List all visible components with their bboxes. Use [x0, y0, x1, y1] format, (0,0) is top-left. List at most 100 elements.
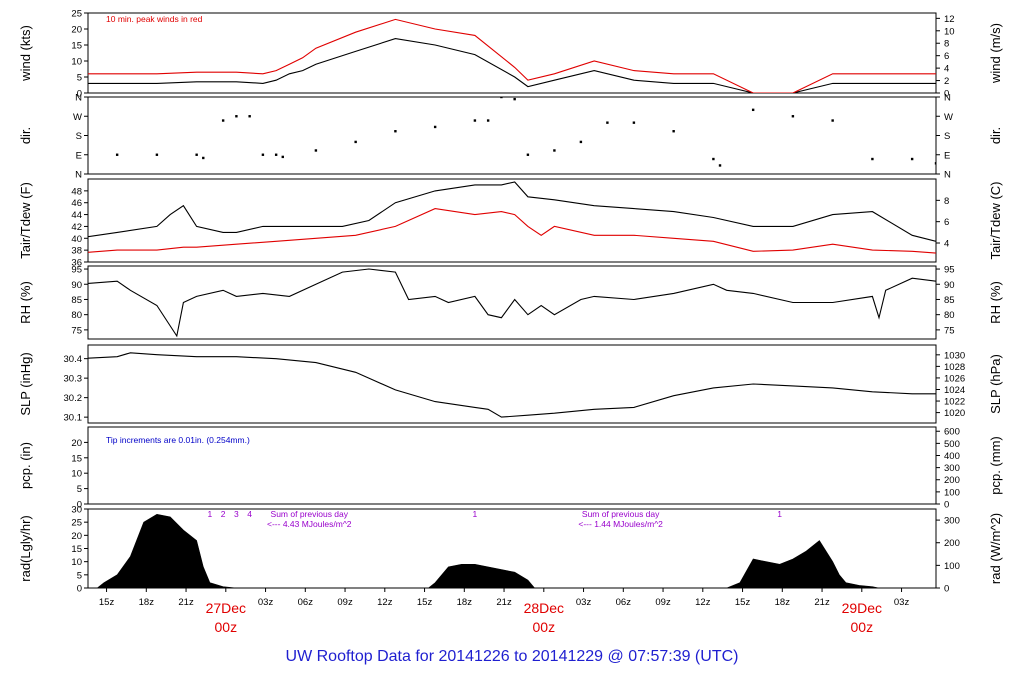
panel-pressure: 30.1 30.2 30.3 30.4 102010221024102610281030…	[18, 344, 1003, 424]
series-group	[88, 18, 936, 93]
data-point	[314, 149, 318, 152]
y-tick-label: 5	[77, 484, 82, 495]
plot-frame	[87, 12, 937, 94]
series-group	[88, 181, 936, 254]
footer-title: UW Rooftop Data for 20141226 to 20141229…	[285, 648, 739, 665]
data-point	[473, 119, 477, 122]
series-line-1	[88, 208, 936, 254]
y-tick-label: 44	[71, 210, 82, 221]
x-tick-label: 15z	[99, 597, 115, 608]
y-tick-label-right: 0	[944, 89, 949, 100]
y-tick-label: 15	[71, 41, 82, 52]
x-tick-label: 18z	[457, 597, 473, 608]
radiation-marker: 1	[473, 509, 478, 519]
y-axis-label: Tair/Tdew (F)	[18, 182, 33, 259]
y-tick-label-right: N	[944, 170, 951, 181]
y-tick-label-right: 6	[944, 217, 949, 228]
radiation-marker: 1	[777, 509, 782, 519]
y-tick-label: 5	[77, 73, 82, 84]
data-point	[261, 153, 265, 156]
x-tick-label: 21z	[814, 597, 830, 608]
y-tick-label: 40	[71, 234, 82, 245]
y-tick-label-right: 100	[944, 561, 960, 572]
data-point	[526, 153, 530, 156]
y-axis-label-right: rad (W/m^2)	[988, 513, 1003, 584]
data-point	[934, 162, 936, 165]
y-tick-label-right: 80	[944, 310, 955, 321]
data-point	[513, 97, 516, 101]
y-tick-label-right: 90	[944, 280, 955, 291]
day-label: 27Dec	[206, 600, 246, 616]
y-axis-label-right: Tair/Tdew (C)	[988, 181, 1003, 259]
y-tick-label: 20	[71, 531, 82, 542]
y-axis-label: SLP (inHg)	[18, 352, 33, 415]
x-tick-label: 03z	[576, 597, 592, 608]
day-label: 29Dec	[842, 600, 882, 616]
data-point	[712, 157, 715, 161]
y-tick-label: 10	[71, 469, 82, 480]
y-tick-label-right: 1022	[944, 397, 965, 408]
y-tick-label-right: E	[944, 150, 950, 161]
y-tick-label: S	[76, 131, 82, 142]
panel-rh: 75 80 85 90 95 75 80 85 90 95 RH (%) RH (%)	[18, 265, 1003, 340]
data-point	[632, 121, 636, 124]
x-tick-label: 03z	[894, 597, 910, 608]
y-tick-label-right: 4	[944, 239, 949, 250]
x-tick-label: 12z	[695, 597, 711, 608]
y-tick-label: 95	[71, 265, 82, 276]
y-tick-label: 10	[71, 57, 82, 68]
y-tick-label: 30.1	[64, 413, 83, 424]
series-line-1	[88, 18, 936, 93]
data-point	[281, 155, 284, 159]
y-tick-label-right: 85	[944, 295, 955, 306]
data-point	[36, 147, 38, 149]
x-tick-label: 18z	[775, 597, 791, 608]
precip-annotation: Tip increments are 0.01in. (0.254mm.)	[106, 435, 250, 445]
data-point	[579, 140, 583, 144]
plot-frame	[87, 265, 937, 340]
x-tick-label: 18z	[139, 597, 155, 608]
y-tick-label-right: 12	[944, 14, 955, 25]
y-axis-label: dir.	[18, 127, 33, 144]
x-axis: 15z 18z 21z 03z 06z 09z 12z 15z 18z 21z 03z 06z 09z 1…	[99, 588, 910, 635]
plot-frame	[87, 96, 937, 175]
data-point	[553, 149, 556, 152]
y-tick-label-right: 1030	[944, 350, 965, 361]
y-tick-label: 46	[71, 198, 82, 209]
data-point	[831, 119, 834, 122]
data-point	[718, 164, 722, 167]
data-point	[202, 156, 205, 160]
y-tick-label-right: 0	[944, 500, 949, 511]
data-point	[751, 108, 755, 112]
y-tick-label-right: 1028	[944, 362, 965, 373]
data-point	[672, 130, 675, 133]
x-tick-label: 09z	[337, 597, 353, 608]
y-tick-label: 42	[71, 222, 82, 233]
data-point	[910, 157, 914, 161]
radiation-marker: 2	[221, 509, 226, 519]
y-tick-label-right: 2	[944, 76, 949, 87]
series-line-0	[88, 181, 936, 242]
y-tick-label: 30.3	[64, 374, 83, 385]
y-tick-label: N	[75, 170, 82, 181]
y-tick-label: 85	[71, 295, 82, 306]
y-axis-label: wind (kts)	[18, 25, 33, 82]
y-tick-label: 90	[71, 280, 82, 291]
x-tick-label: 21z	[496, 597, 512, 608]
y-tick-label: 5	[77, 570, 82, 581]
y-tick-label-right: S	[944, 131, 950, 142]
y-axis-label-right: wind (m/s)	[988, 23, 1003, 84]
y-tick-label-right: 8	[944, 196, 949, 207]
y-tick-label-right: 100	[944, 487, 960, 498]
day-label-time: 00z	[533, 619, 556, 635]
y-tick-label: 0	[77, 500, 82, 511]
y-tick-label: 30.4	[64, 354, 83, 365]
y-tick-label-right: 95	[944, 265, 955, 276]
y-tick-label: N	[75, 93, 82, 104]
